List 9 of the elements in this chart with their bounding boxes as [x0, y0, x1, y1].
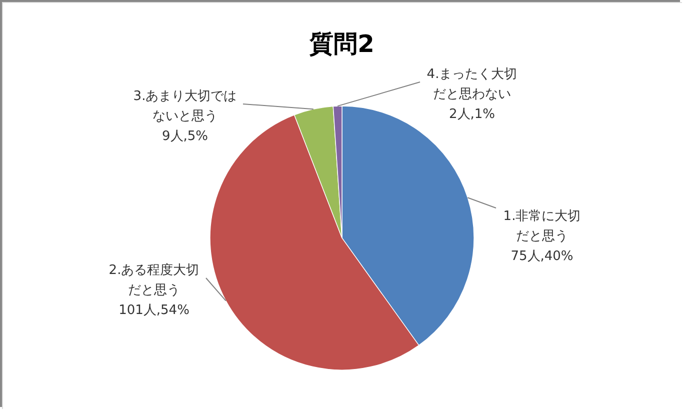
data-label: 2人,1%: [448, 107, 496, 122]
slice-label: 4.まったく大切だと思わない: [426, 67, 518, 102]
data-label: 75人,40%: [510, 249, 574, 264]
data-label: 101人,54%: [118, 303, 190, 318]
data-label: 9人,5%: [162, 129, 208, 144]
slice-label: 3.あまり大切ではないと思う: [133, 89, 237, 124]
chart-title: 質問2: [308, 30, 374, 58]
slice-label: 2.ある程度大切だと思う: [108, 262, 200, 298]
slice-label: 1.非常に大切だと思う: [503, 209, 581, 244]
